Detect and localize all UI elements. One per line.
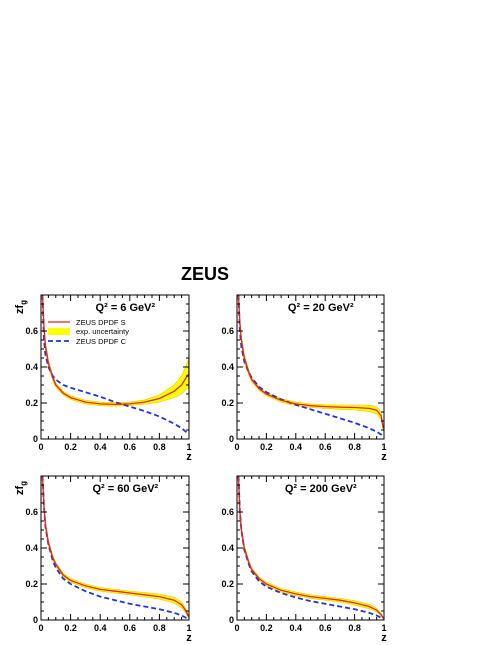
y-tick-label: 0 xyxy=(33,434,38,444)
y-axis-label: zfg xyxy=(14,300,28,314)
x-tick-label: 0.2 xyxy=(260,442,273,452)
x-axis-label: z xyxy=(186,632,192,644)
x-tick-label: 0.6 xyxy=(124,442,137,452)
x-tick-label: 0.8 xyxy=(348,623,361,633)
x-tick-label: 0.2 xyxy=(64,623,77,633)
y-tick-label: 0.2 xyxy=(221,398,234,408)
y-axis-label-subscript: g xyxy=(19,481,28,486)
uncertainty-band xyxy=(42,295,189,407)
series-line-dpdf-s xyxy=(41,476,189,617)
chart-panel-3: 0 0.2 0.4 0.6 0.8 1 0 0.2 0.4 0.6 z zfg Q² = 60 GeV² xyxy=(14,475,192,644)
y-tick-label: 0.2 xyxy=(221,579,234,589)
series-line-dpdf-s xyxy=(237,476,384,619)
y-tick-label: 0.6 xyxy=(25,326,38,336)
plot-frame xyxy=(236,294,385,440)
chart-panel-2: 0 0.2 0.4 0.6 0.8 1 0 0.2 0.4 0.6 z Q² = 20 GeV² xyxy=(221,294,387,463)
plot-area xyxy=(237,295,384,438)
x-tick-label: 1 xyxy=(186,623,191,633)
y-tick-label: 0.2 xyxy=(25,579,38,589)
x-tick-label: 0.4 xyxy=(94,442,107,452)
x-tick-label: 0 xyxy=(38,442,43,452)
y-tick-label: 0 xyxy=(33,615,38,625)
x-tick-label: 1 xyxy=(186,442,191,452)
y-tick-label: 0.6 xyxy=(221,507,234,517)
x-tick-label: 1 xyxy=(381,442,386,452)
legend-label-band: exp. uncertainty xyxy=(76,327,129,336)
x-tick-label: 0 xyxy=(38,623,43,633)
x-tick-label: 0.4 xyxy=(290,623,303,633)
series-line-dpdf-c xyxy=(237,476,384,620)
x-tick-label: 0.8 xyxy=(153,623,166,633)
plot-area xyxy=(41,476,189,620)
x-tick-label: 1 xyxy=(381,623,386,633)
x-tick-label: 0.6 xyxy=(319,442,332,452)
panel-label: Q² = 60 GeV² xyxy=(92,483,158,495)
y-axis-label: zfg xyxy=(14,481,28,495)
y-tick-label: 0.4 xyxy=(221,543,234,553)
y-tick-label: 0.4 xyxy=(221,362,234,372)
y-tick-label: 0 xyxy=(229,434,234,444)
series-line-dpdf-s xyxy=(41,295,189,406)
panel-label: Q² = 6 GeV² xyxy=(96,302,156,314)
plot-frame xyxy=(40,294,190,440)
panel-label: Q² = 200 GeV² xyxy=(285,483,357,495)
x-tick-label: 0.8 xyxy=(348,442,361,452)
plot-area xyxy=(41,295,189,435)
series-line-dpdf-s xyxy=(237,295,384,429)
x-tick-label: 0 xyxy=(234,442,239,452)
x-tick-label: 0.6 xyxy=(124,623,137,633)
y-axis-label-subscript: g xyxy=(19,300,28,305)
chart-panel-1: 0 0.2 0.4 0.6 0.8 1 0 0.2 0.4 0.6 z zfg Q² = 6 GeV² Z… xyxy=(14,294,192,463)
y-tick-label: 0.4 xyxy=(25,362,38,372)
x-tick-label: 0.8 xyxy=(153,442,166,452)
legend-label-dpdf-s: ZEUS DPDF S xyxy=(76,318,126,327)
chart-panel-4: 0 0.2 0.4 0.6 0.8 1 0 0.2 0.4 0.6 z Q² = 200 GeV² xyxy=(221,475,387,644)
x-axis-label: z xyxy=(186,451,192,463)
x-tick-label: 0.6 xyxy=(319,623,332,633)
panel-label: Q² = 20 GeV² xyxy=(288,302,354,314)
legend-swatch-band xyxy=(48,328,70,335)
x-axis-label: z xyxy=(381,632,387,644)
x-tick-label: 0 xyxy=(234,623,239,633)
y-tick-label: 0.6 xyxy=(25,507,38,517)
figure-title: ZEUS xyxy=(181,264,229,284)
plot-area xyxy=(237,476,384,620)
series-line-dpdf-c xyxy=(41,295,189,435)
x-axis-label: z xyxy=(381,451,387,463)
legend-label-dpdf-c: ZEUS DPDF C xyxy=(76,337,127,346)
x-tick-label: 0.2 xyxy=(260,623,273,633)
series-line-dpdf-c xyxy=(237,295,384,438)
y-tick-label: 0.2 xyxy=(25,398,38,408)
x-tick-label: 0.2 xyxy=(64,442,77,452)
x-tick-label: 0.4 xyxy=(94,623,107,633)
y-tick-label: 0.6 xyxy=(221,326,234,336)
y-tick-label: 0 xyxy=(229,615,234,625)
y-tick-label: 0.4 xyxy=(25,543,38,553)
x-tick-label: 0.4 xyxy=(290,442,303,452)
